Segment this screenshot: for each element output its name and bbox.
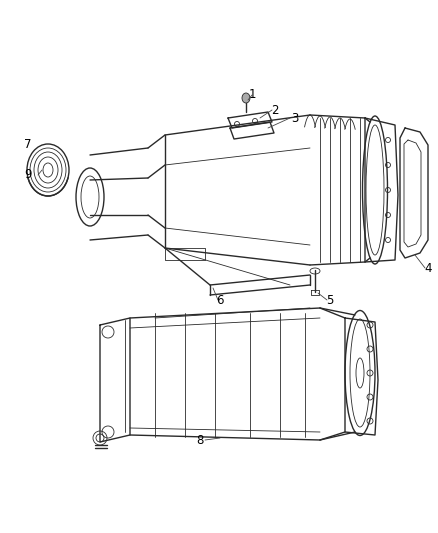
Text: 8: 8 bbox=[196, 433, 204, 447]
Text: 4: 4 bbox=[424, 262, 432, 274]
Ellipse shape bbox=[242, 93, 250, 103]
Text: 7: 7 bbox=[24, 139, 32, 151]
Text: 3: 3 bbox=[291, 111, 299, 125]
Text: 1: 1 bbox=[248, 88, 256, 101]
Text: 5: 5 bbox=[326, 294, 334, 306]
Text: 2: 2 bbox=[271, 103, 279, 117]
Text: 9: 9 bbox=[24, 168, 32, 182]
Text: 6: 6 bbox=[216, 294, 224, 306]
